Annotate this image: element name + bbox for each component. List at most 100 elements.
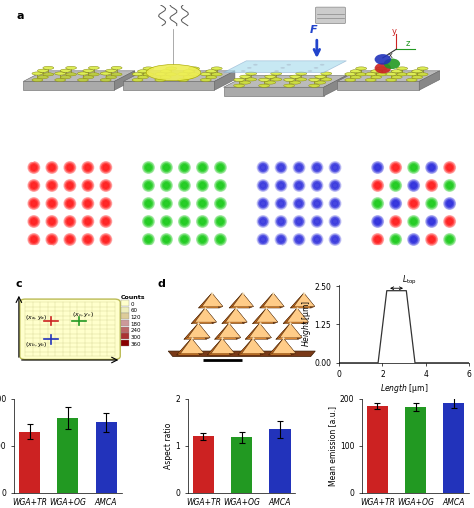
Circle shape — [329, 162, 341, 173]
Circle shape — [331, 235, 339, 244]
Circle shape — [392, 181, 400, 190]
Ellipse shape — [376, 67, 387, 70]
Circle shape — [82, 180, 93, 192]
Circle shape — [427, 163, 436, 172]
Ellipse shape — [166, 73, 177, 76]
Ellipse shape — [132, 78, 143, 82]
Circle shape — [82, 234, 93, 245]
Polygon shape — [419, 71, 440, 90]
Circle shape — [390, 180, 401, 192]
Circle shape — [392, 199, 400, 208]
Circle shape — [447, 218, 453, 225]
Polygon shape — [181, 338, 204, 353]
Bar — [121, 313, 128, 319]
Circle shape — [277, 163, 285, 172]
Circle shape — [372, 234, 383, 245]
Circle shape — [393, 165, 399, 170]
Circle shape — [447, 201, 453, 206]
Text: 240: 240 — [130, 329, 141, 333]
Ellipse shape — [77, 72, 88, 75]
Circle shape — [83, 235, 92, 244]
Circle shape — [329, 180, 341, 192]
Polygon shape — [337, 71, 440, 81]
Polygon shape — [243, 293, 254, 308]
Text: d: d — [157, 279, 165, 289]
Circle shape — [182, 183, 187, 188]
Bar — [121, 300, 128, 306]
Circle shape — [28, 180, 40, 192]
Ellipse shape — [32, 78, 43, 82]
Polygon shape — [264, 293, 284, 306]
Circle shape — [215, 234, 226, 245]
Ellipse shape — [386, 73, 397, 76]
Polygon shape — [191, 308, 205, 324]
Circle shape — [293, 216, 305, 227]
Circle shape — [180, 199, 189, 208]
Ellipse shape — [65, 73, 77, 76]
Circle shape — [162, 235, 171, 244]
Circle shape — [46, 162, 58, 173]
Ellipse shape — [189, 67, 200, 70]
Ellipse shape — [386, 78, 397, 82]
Ellipse shape — [309, 84, 319, 87]
Circle shape — [180, 217, 189, 226]
Circle shape — [65, 199, 74, 208]
Circle shape — [331, 217, 339, 226]
Ellipse shape — [412, 70, 423, 73]
Bar — [96, 422, 117, 493]
Bar — [121, 320, 128, 326]
Circle shape — [313, 199, 321, 208]
Ellipse shape — [65, 66, 77, 70]
Ellipse shape — [345, 78, 356, 82]
Circle shape — [259, 217, 267, 226]
Polygon shape — [215, 323, 237, 339]
Ellipse shape — [321, 78, 332, 81]
Circle shape — [85, 201, 91, 206]
Circle shape — [200, 183, 205, 188]
Circle shape — [296, 165, 302, 170]
Circle shape — [278, 165, 284, 170]
Ellipse shape — [55, 72, 65, 75]
Circle shape — [429, 183, 435, 188]
Circle shape — [162, 163, 171, 172]
Circle shape — [278, 237, 284, 242]
Circle shape — [411, 218, 417, 225]
Circle shape — [329, 198, 341, 209]
Circle shape — [28, 162, 40, 173]
Circle shape — [31, 165, 36, 170]
Polygon shape — [224, 87, 324, 96]
Polygon shape — [245, 323, 260, 339]
Polygon shape — [287, 308, 309, 322]
Polygon shape — [198, 323, 210, 339]
Polygon shape — [184, 323, 206, 339]
Polygon shape — [191, 308, 213, 324]
Circle shape — [374, 63, 391, 74]
Circle shape — [29, 235, 38, 244]
Circle shape — [161, 234, 172, 245]
Ellipse shape — [271, 72, 282, 75]
Text: $L_{\rm top}$: $L_{\rm top}$ — [402, 274, 417, 287]
Circle shape — [447, 165, 453, 170]
Circle shape — [67, 237, 73, 242]
Polygon shape — [256, 308, 278, 322]
Ellipse shape — [281, 67, 285, 69]
Ellipse shape — [417, 67, 428, 70]
Circle shape — [411, 183, 417, 188]
Circle shape — [314, 183, 320, 188]
Polygon shape — [219, 323, 241, 338]
Circle shape — [331, 181, 339, 190]
Circle shape — [64, 234, 76, 245]
Circle shape — [429, 165, 435, 170]
Polygon shape — [212, 293, 223, 308]
Polygon shape — [191, 338, 204, 355]
Circle shape — [101, 163, 110, 172]
Circle shape — [332, 201, 338, 206]
Text: Counts: Counts — [121, 295, 146, 300]
Circle shape — [311, 216, 323, 227]
Circle shape — [427, 181, 436, 190]
Circle shape — [143, 234, 154, 245]
Circle shape — [311, 162, 323, 173]
Polygon shape — [229, 323, 241, 339]
Circle shape — [295, 199, 303, 208]
Circle shape — [332, 165, 338, 170]
